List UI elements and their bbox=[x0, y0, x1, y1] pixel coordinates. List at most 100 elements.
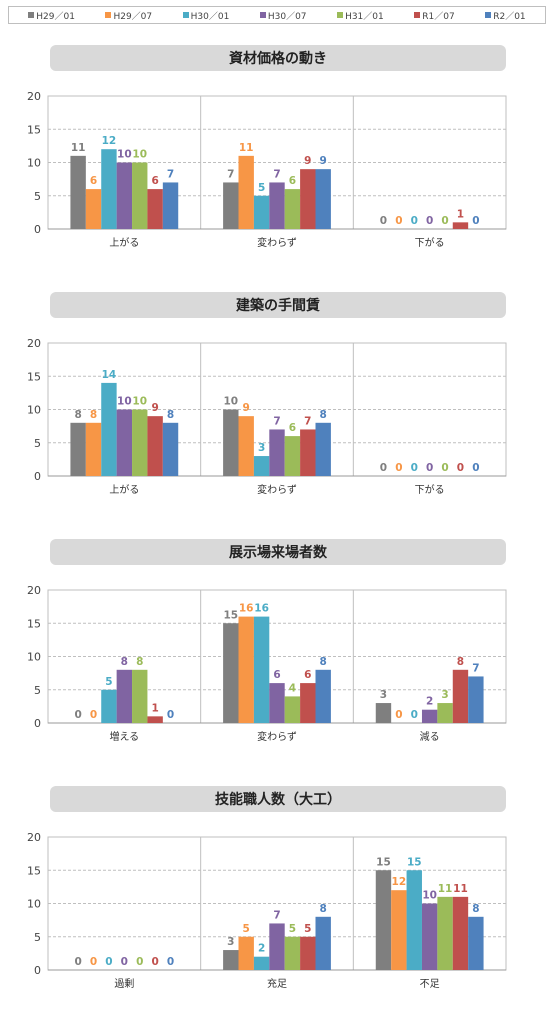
y-tick-label: 10 bbox=[27, 404, 41, 417]
data-label: 7 bbox=[304, 415, 311, 427]
data-label: 11 bbox=[438, 883, 453, 895]
y-tick-label: 20 bbox=[27, 90, 41, 103]
legend-item: H29／01 bbox=[28, 9, 75, 22]
data-label: 7 bbox=[273, 415, 280, 427]
bar bbox=[284, 696, 301, 723]
data-label: 8 bbox=[320, 409, 327, 421]
data-label: 0 bbox=[441, 462, 448, 474]
legend-swatch bbox=[259, 12, 266, 18]
legend-swatch bbox=[485, 12, 492, 18]
bar bbox=[223, 623, 239, 723]
data-label: 1 bbox=[151, 702, 158, 714]
chart-title: 建築の手間賃 bbox=[50, 292, 506, 318]
data-label: 8 bbox=[167, 409, 174, 421]
data-label: 8 bbox=[136, 656, 143, 668]
bar bbox=[70, 155, 86, 229]
category-label: 下がる bbox=[415, 483, 445, 496]
data-label: 15 bbox=[376, 856, 391, 868]
bar bbox=[452, 896, 469, 970]
bar bbox=[269, 683, 285, 723]
bar bbox=[300, 429, 316, 476]
data-label: 0 bbox=[472, 462, 479, 474]
data-label: 6 bbox=[151, 175, 158, 187]
data-label: 11 bbox=[71, 142, 86, 154]
legend-label: H31／01 bbox=[345, 11, 384, 22]
data-label: 12 bbox=[102, 135, 117, 147]
bar bbox=[284, 436, 301, 476]
y-tick-label: 10 bbox=[27, 898, 41, 911]
data-label: 11 bbox=[239, 142, 254, 154]
bar bbox=[223, 950, 239, 970]
data-label: 0 bbox=[105, 956, 112, 968]
chart-panel-labor-cost: 建築の手間賃 0 5 10 15 20 8 8 14 10 10 9 8 上がる 10 9 3 7 6 7 8 変わらず… bbox=[0, 292, 554, 532]
legend-item: R1／07 bbox=[414, 9, 455, 22]
bar bbox=[116, 669, 133, 723]
data-label: 8 bbox=[320, 903, 327, 915]
bar bbox=[116, 409, 133, 476]
y-tick-label: 5 bbox=[34, 931, 41, 944]
data-label: 5 bbox=[289, 923, 296, 935]
data-label: 0 bbox=[380, 462, 387, 474]
bar bbox=[391, 890, 407, 970]
y-tick-label: 15 bbox=[27, 123, 41, 136]
y-tick-label: 20 bbox=[27, 831, 41, 844]
bar bbox=[300, 169, 316, 229]
data-label: 15 bbox=[223, 609, 238, 621]
data-label: 0 bbox=[74, 709, 81, 721]
bar bbox=[162, 182, 179, 229]
data-label: 7 bbox=[273, 168, 280, 180]
data-label: 8 bbox=[121, 656, 128, 668]
bar bbox=[238, 155, 254, 229]
data-label: 10 bbox=[422, 890, 437, 902]
category-label: 変わらず bbox=[257, 730, 297, 743]
data-label: 0 bbox=[457, 462, 464, 474]
y-tick-label: 20 bbox=[27, 337, 41, 350]
chart-panel-materials: 資材価格の動き 0 5 10 15 20 11 6 12 10 10 6 7 上がる 7 11 5 7 6 9 9 変わ… bbox=[0, 45, 554, 285]
data-label: 6 bbox=[273, 669, 280, 681]
data-label: 8 bbox=[320, 656, 327, 668]
category-label: 増える bbox=[109, 730, 139, 743]
legend-swatch bbox=[414, 12, 421, 18]
data-label: 0 bbox=[380, 215, 387, 227]
data-label: 10 bbox=[117, 396, 132, 408]
y-tick-label: 10 bbox=[27, 157, 41, 170]
data-label: 10 bbox=[132, 149, 147, 161]
bar bbox=[284, 189, 301, 229]
data-label: 0 bbox=[395, 215, 402, 227]
y-tick-label: 5 bbox=[34, 437, 41, 450]
bar bbox=[375, 870, 392, 970]
bar bbox=[468, 676, 484, 723]
bar bbox=[101, 382, 117, 476]
data-label: 8 bbox=[74, 409, 81, 421]
category-label: 減る bbox=[420, 730, 440, 743]
data-label: 5 bbox=[105, 676, 112, 688]
data-label: 7 bbox=[472, 662, 479, 674]
data-label: 0 bbox=[411, 709, 418, 721]
data-label: 0 bbox=[472, 215, 479, 227]
bar bbox=[238, 416, 254, 476]
data-label: 6 bbox=[304, 669, 311, 681]
data-label: 0 bbox=[136, 956, 143, 968]
bar bbox=[223, 409, 239, 476]
data-label: 3 bbox=[441, 689, 448, 701]
bar bbox=[223, 182, 239, 229]
bar bbox=[238, 616, 254, 723]
bar bbox=[421, 709, 438, 723]
data-label: 4 bbox=[289, 682, 296, 694]
chart-title: 技能職人数（大工） bbox=[50, 786, 506, 812]
data-label: 0 bbox=[74, 956, 81, 968]
category-label: 過剰 bbox=[114, 978, 134, 990]
data-label: 2 bbox=[258, 943, 265, 955]
category-label: 下がる bbox=[415, 236, 445, 249]
bar bbox=[132, 669, 148, 723]
bar bbox=[101, 689, 117, 723]
legend-swatch bbox=[182, 12, 189, 18]
bar bbox=[147, 189, 163, 229]
data-label: 10 bbox=[132, 396, 147, 408]
bar bbox=[147, 416, 163, 476]
legend-item: H29／07 bbox=[105, 9, 152, 22]
y-tick-label: 0 bbox=[34, 470, 41, 483]
legend-item: H30／01 bbox=[182, 9, 229, 22]
y-tick-label: 15 bbox=[27, 864, 41, 877]
